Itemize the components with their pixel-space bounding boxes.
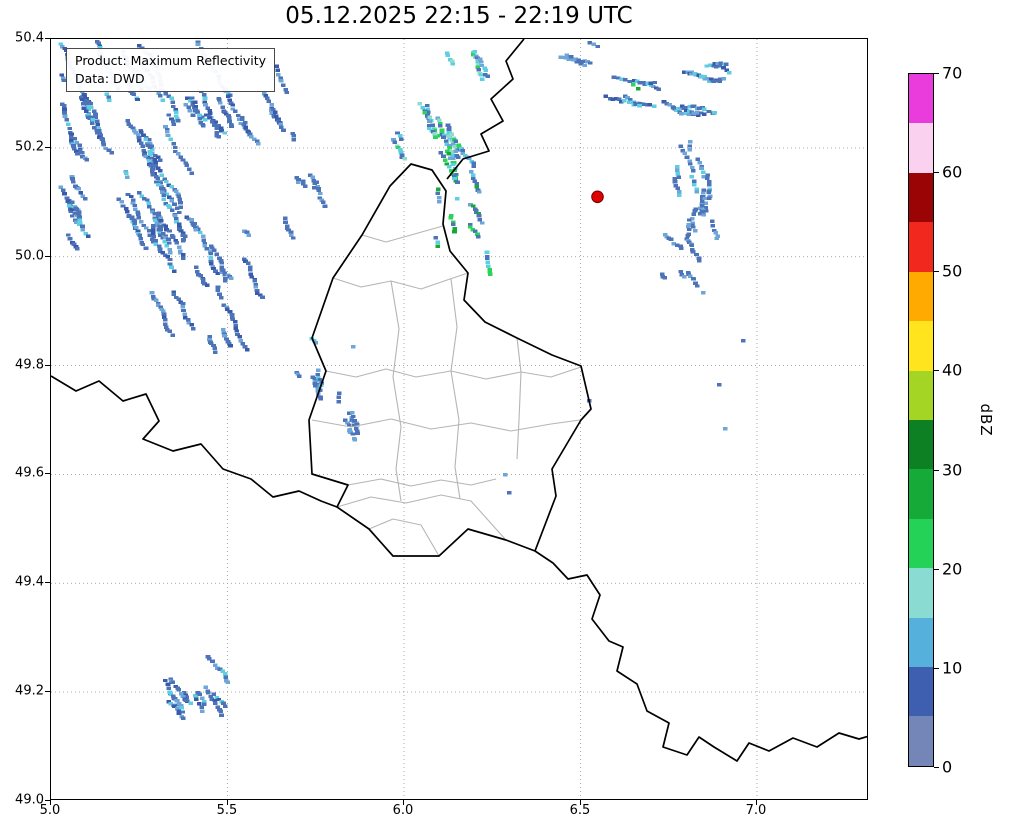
colorbar-unit-label: dBZ	[977, 403, 995, 437]
y-tick-mark	[45, 800, 50, 801]
colorbar-tick-mark	[934, 668, 939, 669]
colorbar-segment	[909, 716, 933, 766]
product-label: Product: Maximum Reflectivity	[75, 53, 267, 68]
x-tick-mark	[756, 800, 757, 805]
colorbar-tick-label: 20	[942, 559, 963, 579]
colorbar-tick-label: 30	[942, 460, 963, 480]
x-tick-mark	[580, 800, 581, 805]
colorbar-tick-label: 40	[942, 360, 963, 380]
x-tick-label: 5.5	[216, 803, 238, 818]
colorbar-tick-label: 70	[942, 63, 963, 83]
product-info-box: Product: Maximum Reflectivity Data: DWD	[66, 48, 276, 92]
border-belgium-germany	[446, 39, 525, 180]
colorbar-segment	[909, 123, 933, 173]
y-tick-label: 50.2	[15, 139, 44, 155]
colorbar-segment	[909, 518, 933, 569]
colorbar-segment	[909, 271, 933, 322]
y-tick-label: 49.8	[15, 357, 44, 373]
colorbar-segment	[909, 568, 933, 618]
colorbar-segment	[909, 222, 933, 272]
station-marker	[591, 190, 604, 204]
y-tick-mark	[45, 365, 50, 366]
colorbar-tick-label: 50	[942, 261, 963, 281]
colorbar-tick-label: 10	[942, 658, 963, 678]
y-tick-label: 49.0	[15, 792, 44, 808]
colorbar-tick-label: 0	[942, 757, 953, 777]
plot-title: 05.12.2025 22:15 - 22:19 UTC	[285, 3, 633, 29]
x-tick-mark	[227, 800, 228, 805]
y-tick-mark	[45, 147, 50, 148]
y-tick-mark	[45, 256, 50, 257]
x-tick-label: 7.0	[745, 803, 767, 818]
colorbar-segment	[909, 370, 933, 420]
colorbar-segment	[909, 617, 933, 668]
colorbar-tick-mark	[934, 470, 939, 471]
radar-echo-layer	[58, 40, 746, 720]
canton-borders	[311, 225, 582, 557]
colorbar-tick-mark	[934, 569, 939, 570]
x-tick-label: 6.0	[392, 803, 414, 818]
map-plot-area: Product: Maximum Reflectivity Data: DWD	[50, 38, 868, 800]
map-canvas	[51, 39, 867, 799]
colorbar-segment	[909, 667, 933, 717]
y-tick-mark	[45, 473, 50, 474]
border-france-germany	[534, 550, 867, 762]
colorbar-tick-mark	[934, 271, 939, 272]
y-tick-label: 49.6	[15, 465, 44, 481]
colorbar-tick-mark	[934, 370, 939, 371]
colorbar-segment	[909, 321, 933, 371]
data-source-label: Data: DWD	[75, 70, 145, 86]
x-tick-label: 6.5	[569, 803, 591, 818]
colorbar-segment	[909, 74, 933, 124]
y-tick-label: 49.4	[15, 574, 44, 590]
colorbar-segment	[909, 172, 933, 223]
colorbar-gradient	[908, 73, 934, 767]
y-tick-mark	[45, 691, 50, 692]
y-tick-label: 50.0	[15, 248, 44, 264]
colorbar-segment	[909, 419, 933, 470]
x-tick-mark	[403, 800, 404, 805]
x-tick-mark	[50, 800, 51, 805]
y-tick-mark	[45, 38, 50, 39]
y-tick-label: 49.2	[15, 683, 44, 699]
colorbar-tick-mark	[934, 73, 939, 74]
colorbar-tick-mark	[934, 767, 939, 768]
colorbar-tick-label: 60	[942, 162, 963, 182]
colorbar-tick-mark	[934, 172, 939, 173]
colorbar-segment	[909, 469, 933, 519]
y-tick-label: 50.4	[15, 30, 44, 46]
country-borders	[51, 39, 867, 762]
border-france-belgium	[51, 375, 338, 508]
x-tick-label: 5.0	[39, 803, 61, 818]
y-tick-mark	[45, 582, 50, 583]
